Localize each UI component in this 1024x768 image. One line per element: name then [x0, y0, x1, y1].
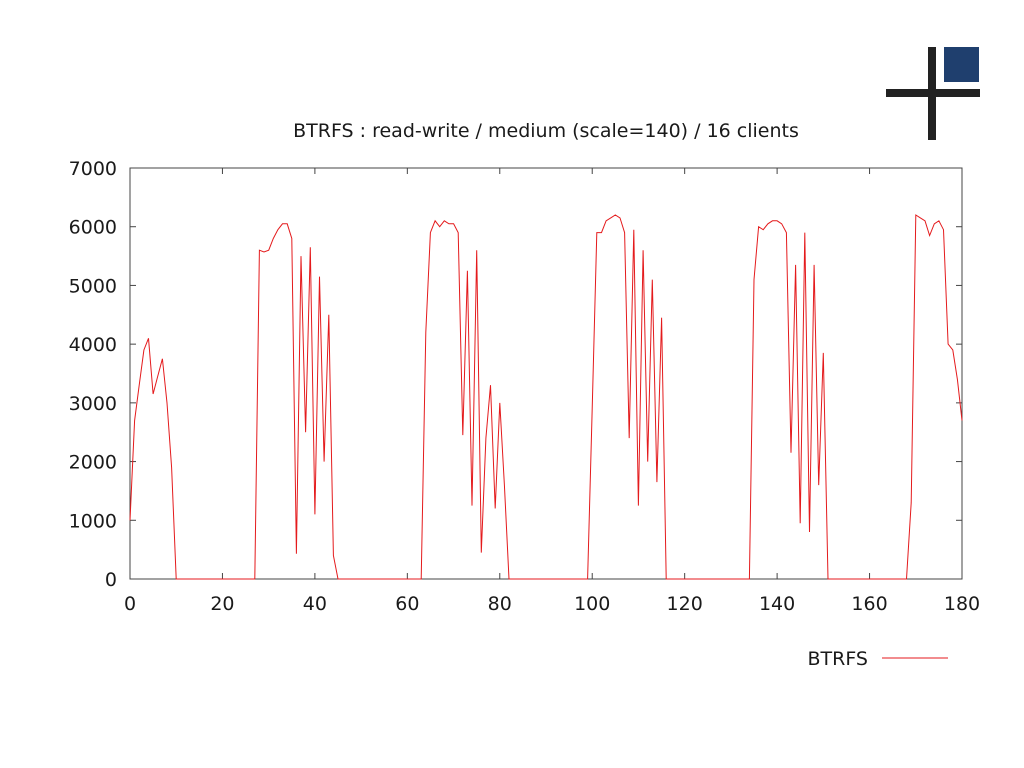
chart-title: BTRFS : read-write / medium (scale=140) …	[293, 120, 799, 142]
x-tick-label: 20	[210, 593, 234, 615]
legend-label: BTRFS	[808, 648, 869, 670]
x-tick-label: 180	[944, 593, 980, 615]
y-tick-label: 4000	[69, 334, 117, 356]
y-tick-label: 6000	[69, 217, 117, 239]
x-tick-label: 160	[851, 593, 887, 615]
y-tick-label: 5000	[69, 275, 117, 297]
y-axis: 0 1000 2000 3000 4000 5000 6000 7000	[69, 158, 962, 591]
x-tick-label: 60	[395, 593, 419, 615]
x-tick-label: 120	[667, 593, 703, 615]
series-layer	[129, 214, 963, 580]
y-tick-label: 1000	[69, 510, 117, 532]
x-axis: 0 20 40 60 80 100 120 140 160 180	[124, 168, 980, 615]
y-tick-label: 2000	[69, 452, 117, 474]
plot-frame	[129, 167, 963, 580]
x-tick-label: 80	[488, 593, 512, 615]
logo-cross-horizontal	[886, 89, 980, 97]
y-tick-label: 7000	[69, 158, 117, 180]
x-tick-label: 0	[124, 593, 136, 615]
x-tick-label: 40	[303, 593, 327, 615]
x-tick-label: 140	[759, 593, 795, 615]
legend: BTRFS	[808, 648, 948, 670]
y-tick-label: 3000	[69, 393, 117, 415]
x-tick-label: 100	[574, 593, 610, 615]
series-line-btrfs	[129, 214, 963, 580]
logo-square	[944, 47, 979, 82]
logo	[886, 47, 980, 140]
y-tick-label: 0	[105, 569, 117, 591]
